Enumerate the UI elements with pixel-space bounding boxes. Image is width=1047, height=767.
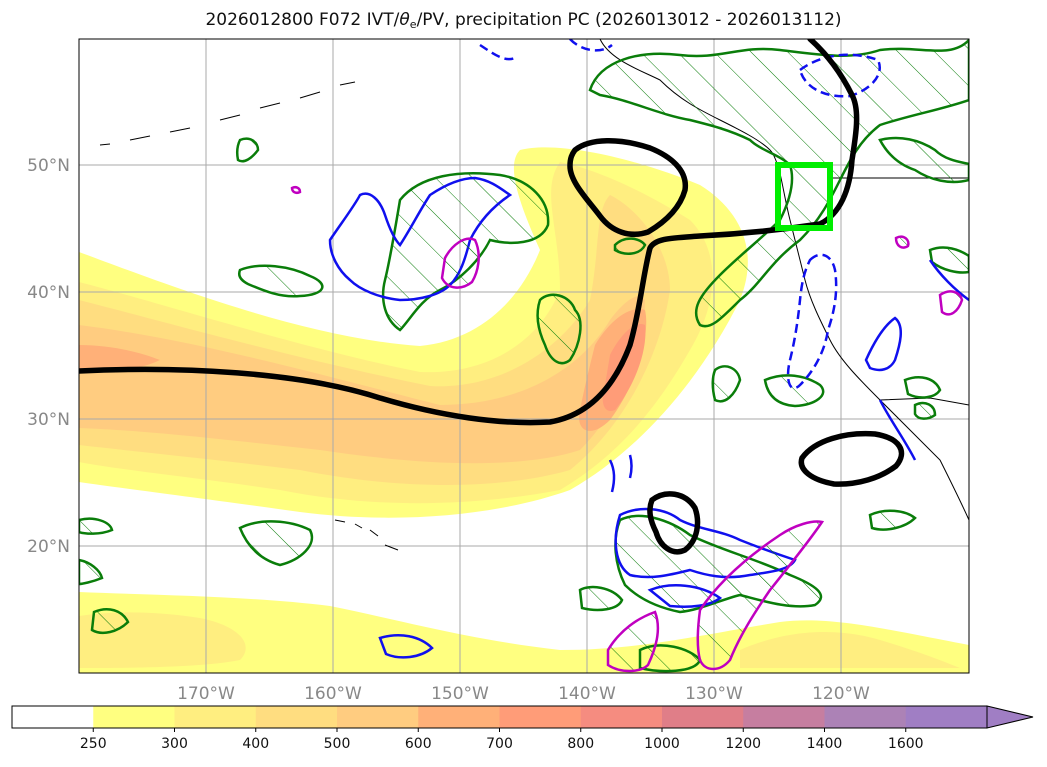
pv-high-region: [606, 610, 660, 673]
precip-region: [79, 517, 114, 535]
ivt-band-300-south: [79, 612, 960, 668]
colorbar-cell: [12, 706, 94, 728]
pv-high-contours: [290, 185, 964, 673]
colorbar: 250 300 400 500 600 700 800 1000 1200 1400 1600: [11, 705, 1034, 752]
lon-labels: 170°W 160°W 150°W 140°W 130°W 120°W: [177, 684, 870, 704]
precip-region: [536, 293, 582, 365]
precip-region: [928, 246, 969, 274]
colorbar-cell: [743, 706, 825, 728]
jet-contour-main: [79, 39, 860, 426]
jet-contours: [79, 39, 905, 555]
target-region-box: [775, 162, 833, 231]
precip-region: [238, 264, 324, 298]
precip-region: [588, 39, 969, 328]
us-mexico-border: [879, 397, 969, 406]
colorbar-cell: [824, 706, 907, 728]
map-frame: [78, 38, 970, 674]
colorbar-tick-label: 1200: [725, 736, 761, 752]
precip-region: [763, 374, 825, 408]
colorbar-cell: [905, 706, 988, 728]
lat-labels: 50°N 40°N 30°N 20°N: [27, 156, 70, 557]
pv-contour: [328, 176, 513, 302]
colorbar-tick-label: 1000: [644, 736, 680, 752]
pv-high-region: [440, 237, 480, 289]
colorbar-tick-label: 500: [324, 736, 351, 752]
colorbar-cell: [337, 706, 419, 728]
pv-high-region: [290, 185, 302, 195]
grid-lines: [79, 39, 969, 673]
colorbar-cells: [12, 706, 988, 728]
lat-label: 40°N: [27, 283, 70, 303]
jet-contour-loop: [798, 430, 905, 487]
lon-label: 170°W: [177, 684, 235, 704]
colorbar-tick-label: 1400: [807, 736, 843, 752]
precip-region: [913, 401, 937, 420]
lon-label: 160°W: [304, 684, 362, 704]
colorbar-extend-arrow: [986, 705, 1034, 729]
colorbar-tick-label: 250: [80, 736, 107, 752]
precip-region: [878, 136, 969, 184]
colorbar-cell: [255, 706, 338, 728]
lon-label: 120°W: [812, 684, 870, 704]
ivt-band-700: [602, 324, 646, 411]
figure-title: 2026012800 F072 IVT/θe/PV, precipitation…: [205, 10, 842, 31]
colorbar-tick-label: 400: [242, 736, 269, 752]
precip-region: [613, 237, 647, 255]
aleutian-islands: [99, 81, 356, 146]
lat-label: 50°N: [27, 156, 70, 176]
precip-region: [238, 520, 314, 567]
colorbar-cell: [93, 706, 175, 728]
pv-high-region: [894, 235, 910, 249]
precip-region: [235, 137, 260, 163]
precip-region: [711, 365, 742, 403]
pv-contour-dashed: [479, 39, 881, 390]
pv-high-region: [938, 290, 964, 316]
lon-label: 130°W: [685, 684, 743, 704]
jet-contour-loop: [567, 138, 688, 238]
hawaii-islands: [334, 519, 399, 551]
jet-contour-loop: [647, 491, 701, 555]
precip-region: [903, 376, 942, 399]
colorbar-cell: [499, 706, 582, 728]
colorbar-tick-label: 300: [161, 736, 188, 752]
pv-contour: [608, 454, 633, 493]
colorbar-ticks: 250 300 400 500 600 700 800 1000 1200 1400 1600: [80, 728, 924, 752]
colorbar-tick-label: 700: [486, 736, 513, 752]
colorbar-tick-label: 800: [567, 736, 594, 752]
lon-label: 150°W: [431, 684, 489, 704]
colorbar-cell: [662, 706, 744, 728]
pv-high-region: [696, 520, 825, 671]
precip-region: [868, 509, 917, 531]
lat-label: 20°N: [27, 537, 70, 557]
precip-region: [90, 608, 130, 634]
precip-region: [79, 558, 104, 586]
ivt-shading: [79, 147, 969, 673]
colorbar-cell: [174, 706, 257, 728]
precip-region: [578, 585, 624, 612]
colorbar-cell: [580, 706, 663, 728]
colorbar-tick-label: 600: [405, 736, 432, 752]
lat-label: 30°N: [27, 410, 70, 430]
colorbar-cell: [418, 706, 500, 728]
colorbar-tick-label: 1600: [888, 736, 924, 752]
pv-contour: [864, 259, 969, 461]
pv-contour: [378, 634, 434, 659]
lon-label: 140°W: [558, 684, 616, 704]
